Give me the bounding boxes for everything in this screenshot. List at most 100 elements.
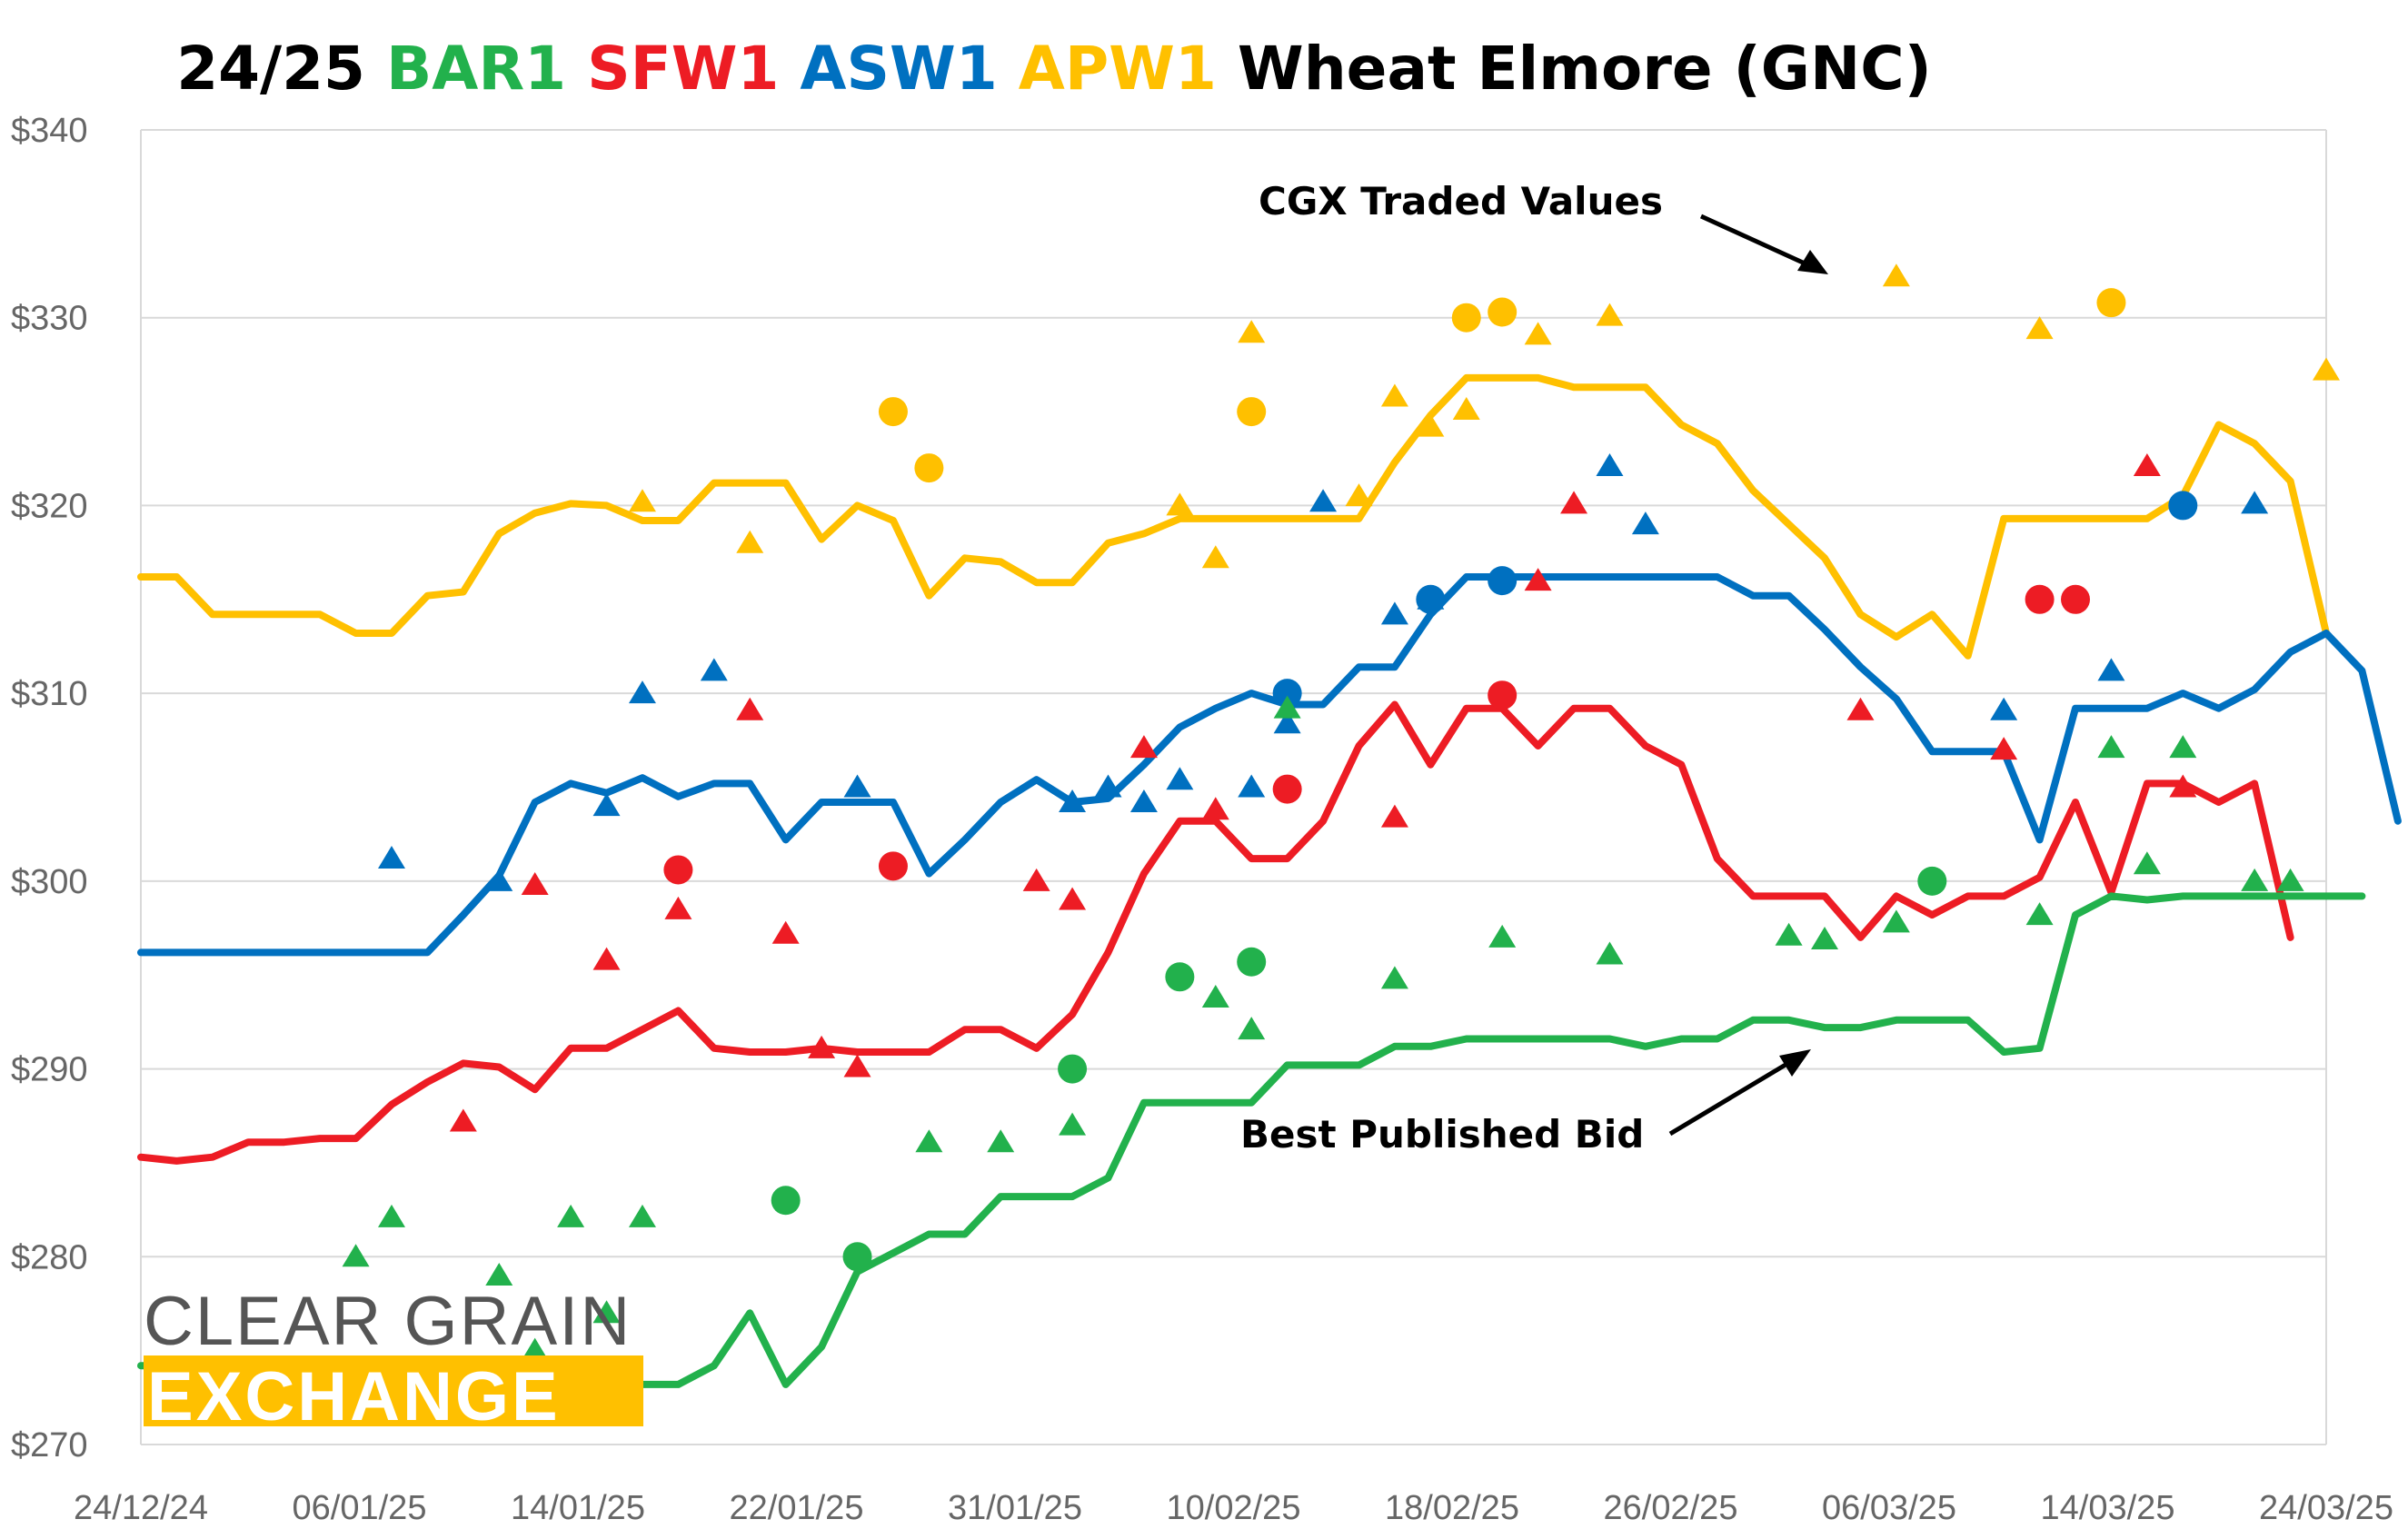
traded-triangle-marker xyxy=(1129,789,1158,813)
traded-triangle-marker xyxy=(377,1204,405,1227)
traded-triangle-marker xyxy=(1380,804,1408,828)
traded-triangle-marker xyxy=(1022,868,1050,891)
traded-triangle-marker xyxy=(808,1035,836,1058)
traded-markers xyxy=(342,263,2340,1361)
traded-triangle-marker xyxy=(1380,601,1408,625)
traded-triangle-marker xyxy=(2025,316,2054,340)
traded-triangle-marker xyxy=(592,1300,621,1324)
chart-title-part: SFW1 xyxy=(587,34,800,104)
x-tick-label: 06/03/25 xyxy=(1822,1489,1956,1527)
traded-triangle-marker xyxy=(557,1204,585,1227)
traded-triangle-marker xyxy=(1059,887,1087,910)
traded-triangle-marker xyxy=(2169,735,2197,759)
traded-triangle-marker xyxy=(1488,924,1517,948)
y-axis-ticks: $270 $280 $290 $300 $310 $320 $330 $340 xyxy=(11,112,88,1465)
traded-circle-marker xyxy=(1165,962,1195,992)
traded-triangle-marker xyxy=(1238,774,1266,798)
traded-triangle-marker xyxy=(2241,868,2269,891)
traded-triangle-marker xyxy=(342,1244,370,1267)
traded-triangle-marker xyxy=(2025,902,2054,926)
y-tick-label: $300 xyxy=(11,863,88,901)
traded-triangle-marker xyxy=(521,1337,549,1361)
traded-circle-marker xyxy=(1488,297,1517,327)
traded-triangle-marker xyxy=(1380,383,1408,407)
annotation-bid: Best Published Bid xyxy=(1240,1049,1811,1157)
x-tick-label: 14/03/25 xyxy=(2041,1489,2175,1527)
y-tick-label: $320 xyxy=(11,487,88,525)
logo-line1: CLEAR GRAIN xyxy=(144,1283,632,1360)
x-tick-label: 24/03/25 xyxy=(2259,1489,2393,1527)
chart-title-part: APW1 xyxy=(1019,34,1238,104)
series-line xyxy=(137,373,2330,660)
annotation-traded-arrowhead xyxy=(1797,250,1828,274)
traded-triangle-marker xyxy=(2241,491,2269,514)
traded-circle-marker xyxy=(663,855,693,885)
y-tick-label: $270 xyxy=(11,1426,88,1465)
traded-triangle-marker xyxy=(736,697,764,720)
traded-triangle-marker xyxy=(1882,909,1910,933)
traded-triangle-marker xyxy=(1560,491,1588,514)
traded-triangle-marker xyxy=(1990,697,2018,720)
y-tick-label: $310 xyxy=(11,675,88,713)
traded-circle-marker xyxy=(1272,774,1302,804)
traded-triangle-marker xyxy=(1631,511,1659,535)
traded-triangle-marker xyxy=(628,1204,656,1227)
y-tick-label: $340 xyxy=(11,112,88,150)
traded-circle-marker xyxy=(1237,397,1267,427)
traded-triangle-marker xyxy=(1417,413,1445,437)
traded-triangle-marker xyxy=(1846,697,1875,720)
traded-triangle-marker xyxy=(1524,322,1552,345)
traded-triangle-marker xyxy=(915,1129,943,1153)
traded-triangle-marker xyxy=(664,896,692,919)
traded-triangle-marker xyxy=(1059,1112,1087,1136)
traded-triangle-marker xyxy=(2097,658,2125,681)
logo-line2: EXCHANGE xyxy=(147,1358,561,1435)
traded-circle-marker xyxy=(1272,679,1302,709)
chart-title-part: ASW1 xyxy=(800,34,1018,104)
traded-triangle-marker xyxy=(1596,303,1624,326)
traded-triangle-marker xyxy=(736,530,764,553)
traded-triangle-marker xyxy=(771,920,800,944)
traded-circle-marker xyxy=(771,1186,801,1216)
traded-triangle-marker xyxy=(1166,767,1194,790)
traded-triangle-marker xyxy=(1596,453,1624,477)
traded-triangle-marker xyxy=(2097,735,2125,759)
traded-circle-marker xyxy=(1451,303,1481,333)
traded-triangle-marker xyxy=(2313,357,2340,381)
traded-triangle-marker xyxy=(700,658,728,681)
traded-triangle-marker xyxy=(592,793,621,817)
chart-title: 24/25 BAR1 SFW1 ASW1 APW1 Wheat Elmore (… xyxy=(176,34,1932,104)
traded-circle-marker xyxy=(842,1242,872,1272)
x-tick-label: 22/01/25 xyxy=(730,1489,864,1527)
traded-triangle-marker xyxy=(1990,737,2018,760)
traded-triangle-marker xyxy=(1345,483,1373,507)
traded-triangle-marker xyxy=(521,871,549,895)
traded-triangle-marker xyxy=(1775,922,1803,946)
traded-triangle-marker xyxy=(628,489,656,512)
annotation-bid-arrowhead xyxy=(1779,1049,1811,1077)
series-line xyxy=(137,700,2294,1165)
traded-triangle-marker xyxy=(1273,710,1301,734)
traded-triangle-marker xyxy=(987,1129,1015,1153)
traded-triangle-marker xyxy=(1238,320,1266,343)
x-tick-label: 24/12/24 xyxy=(74,1489,208,1527)
traded-circle-marker xyxy=(2061,584,2091,614)
traded-triangle-marker xyxy=(1309,489,1338,512)
annotation-bid-arrow xyxy=(1668,1057,1796,1137)
y-tick-label: $330 xyxy=(11,300,88,338)
traded-triangle-marker xyxy=(1811,926,1839,949)
traded-circle-marker xyxy=(914,453,944,483)
traded-triangle-marker xyxy=(1273,695,1301,719)
chart-title-part: BAR1 xyxy=(386,34,587,104)
annotation-traded-arrow xyxy=(1699,213,1815,270)
traded-triangle-marker xyxy=(1201,797,1229,820)
traded-triangle-marker xyxy=(1166,492,1194,516)
traded-triangle-marker xyxy=(449,1108,477,1132)
traded-triangle-marker xyxy=(1882,263,1910,287)
traded-circle-marker xyxy=(1058,1054,1088,1084)
traded-triangle-marker xyxy=(485,1262,513,1286)
x-tick-label: 14/01/25 xyxy=(511,1489,645,1527)
traded-circle-marker xyxy=(1917,866,1947,896)
traded-circle-marker xyxy=(1416,584,1446,614)
